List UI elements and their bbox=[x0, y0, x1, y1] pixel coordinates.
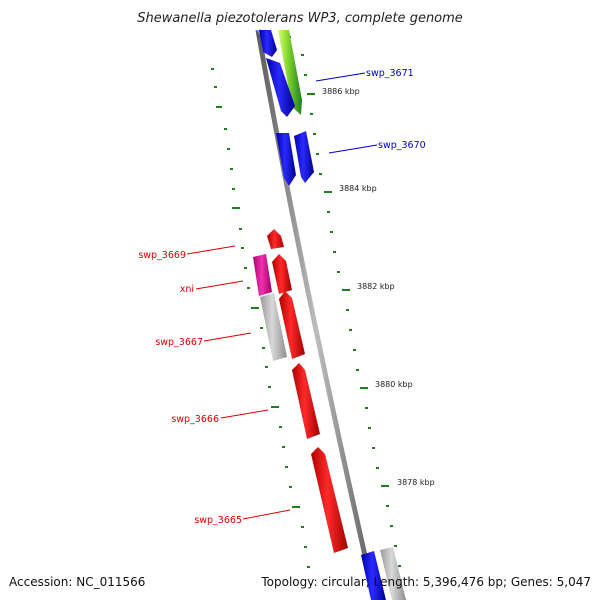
leader-line bbox=[315, 72, 366, 82]
leader-line bbox=[195, 280, 244, 290]
tick-mark bbox=[301, 526, 304, 528]
genome-backbone bbox=[255, 29, 378, 600]
tick-mark bbox=[232, 188, 235, 190]
tick-mark bbox=[330, 231, 333, 233]
gene-label[interactable]: swp_3667 bbox=[155, 337, 203, 348]
tick-mark bbox=[327, 211, 330, 213]
tick-mark bbox=[319, 173, 322, 175]
tick-mark bbox=[271, 406, 279, 408]
tick-mark bbox=[394, 545, 397, 547]
tick-mark bbox=[232, 207, 240, 209]
tick-mark bbox=[310, 113, 313, 115]
tick-mark bbox=[313, 133, 316, 135]
tick-mark bbox=[224, 128, 227, 130]
ruler-label: 3882 kbp bbox=[357, 282, 395, 291]
tick-mark bbox=[356, 369, 359, 371]
ruler-label: 3878 kbp bbox=[397, 478, 435, 487]
gene-label[interactable]: swp_3666 bbox=[171, 414, 219, 425]
right-tick-ring bbox=[288, 36, 401, 567]
tick-mark bbox=[292, 506, 300, 508]
tick-mark bbox=[211, 68, 214, 70]
tick-mark bbox=[390, 525, 393, 527]
gene-label[interactable]: swp_3669 bbox=[138, 250, 186, 261]
tick-mark bbox=[262, 347, 265, 349]
gene-arrow bbox=[267, 229, 284, 249]
gene-label[interactable]: xni bbox=[180, 284, 194, 295]
accession-text: Accession: NC_011566 bbox=[9, 575, 145, 589]
tick-mark bbox=[307, 93, 315, 95]
tick-mark bbox=[333, 251, 336, 253]
tick-mark bbox=[386, 505, 389, 507]
tick-mark bbox=[260, 327, 263, 329]
tick-mark bbox=[353, 349, 356, 351]
tick-mark bbox=[251, 307, 259, 309]
tick-mark bbox=[279, 426, 282, 428]
tick-mark bbox=[307, 566, 310, 568]
gene-arrow bbox=[361, 551, 386, 600]
gene-arrow bbox=[294, 131, 314, 183]
tick-mark bbox=[282, 446, 285, 448]
gene-labels: swp_3671 swp_3670 swp_3669 xni swp_3667 … bbox=[138, 68, 425, 526]
gene-cluster-top bbox=[257, 30, 314, 186]
tick-mark bbox=[324, 191, 332, 193]
tick-mark bbox=[365, 407, 368, 409]
gene-label[interactable]: swp_3670 bbox=[378, 140, 426, 151]
gene-arrow bbox=[311, 447, 348, 553]
tick-mark bbox=[381, 485, 389, 487]
gene-label[interactable]: swp_3671 bbox=[366, 68, 414, 79]
leader-lines bbox=[186, 72, 378, 520]
tick-mark bbox=[214, 86, 217, 88]
gene-cluster-middle bbox=[253, 229, 348, 553]
tick-mark bbox=[398, 565, 401, 567]
tick-mark bbox=[227, 148, 230, 150]
tick-mark bbox=[368, 427, 371, 429]
tick-mark bbox=[301, 54, 304, 56]
tick-mark bbox=[268, 386, 271, 388]
map-title: Shewanella piezotolerans WP3, complete g… bbox=[137, 11, 463, 26]
gene-arrow bbox=[253, 254, 272, 296]
tick-mark bbox=[247, 287, 250, 289]
gene-label[interactable]: swp_3665 bbox=[194, 515, 242, 526]
tick-mark bbox=[241, 247, 244, 249]
leader-line bbox=[203, 332, 252, 342]
tick-mark bbox=[337, 271, 340, 273]
tick-mark bbox=[316, 153, 319, 155]
tick-mark bbox=[376, 467, 379, 469]
ruler-label: 3884 kbp bbox=[339, 184, 377, 193]
gene-cluster-bottom bbox=[361, 547, 406, 600]
genome-summary-text: Topology: circular; Length: 5,396,476 bp… bbox=[260, 575, 591, 589]
leader-line bbox=[186, 245, 236, 255]
gene-arrow bbox=[272, 254, 292, 294]
tick-mark bbox=[285, 466, 288, 468]
gene-arrow bbox=[259, 30, 277, 57]
gene-arrow bbox=[276, 133, 296, 186]
tick-mark bbox=[289, 486, 292, 488]
tick-mark bbox=[304, 546, 307, 548]
gene-arrow bbox=[266, 58, 295, 117]
ruler-label: 3880 kbp bbox=[375, 380, 413, 389]
tick-mark bbox=[304, 74, 307, 76]
tick-mark bbox=[360, 387, 368, 389]
tick-mark bbox=[265, 366, 268, 368]
left-tick-ring bbox=[211, 68, 310, 568]
tick-mark bbox=[342, 289, 350, 291]
leader-line bbox=[242, 509, 291, 520]
leader-line bbox=[328, 144, 378, 154]
gene-arrow bbox=[380, 547, 406, 600]
tick-mark bbox=[239, 228, 242, 230]
gene-arrow bbox=[292, 363, 320, 439]
gene-arrow bbox=[279, 291, 305, 359]
tick-mark bbox=[216, 106, 222, 108]
leader-line bbox=[220, 409, 269, 419]
tick-mark bbox=[230, 168, 233, 170]
tick-mark bbox=[346, 309, 349, 311]
gene-arrow bbox=[278, 30, 302, 115]
tick-mark bbox=[349, 329, 352, 331]
tick-mark bbox=[244, 267, 247, 269]
gene-arrow bbox=[260, 293, 287, 361]
ruler-label: 3886 kbp bbox=[322, 87, 360, 96]
tick-mark bbox=[372, 447, 375, 449]
